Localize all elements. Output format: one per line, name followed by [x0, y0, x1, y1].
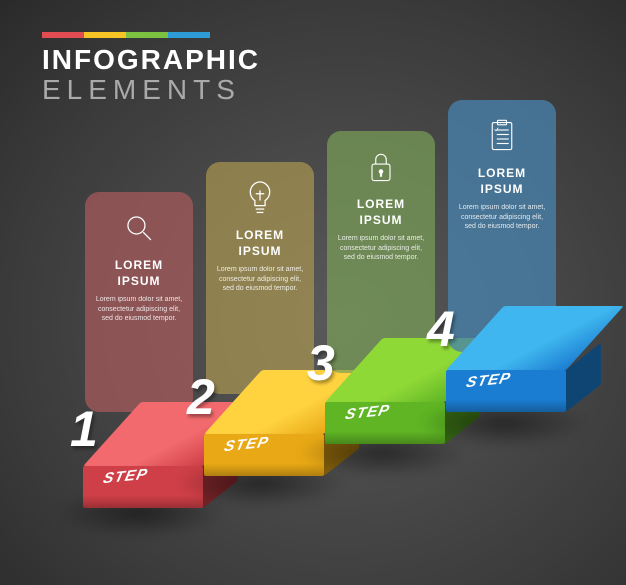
step-body: Lorem ipsum dolor sit amet, consectetur … [337, 234, 425, 262]
step-number-2: 2 [187, 368, 215, 426]
lock-icon [337, 145, 425, 189]
steps-container: LOREM IPSUM Lorem ipsum dolor sit amet, c… [0, 0, 626, 585]
step-panel-3: LOREM IPSUM Lorem ipsum dolor sit amet, c… [327, 131, 435, 373]
step-heading: LOREM IPSUM [337, 197, 425, 228]
step-number-3: 3 [307, 334, 335, 392]
checklist-icon [458, 114, 546, 158]
step-body: Lorem ipsum dolor sit amet, consectetur … [95, 295, 183, 323]
step-heading: LOREM IPSUM [95, 258, 183, 289]
step-body: Lorem ipsum dolor sit amet, consectetur … [216, 265, 304, 293]
step-number-1: 1 [70, 400, 98, 458]
step-heading: LOREM IPSUM [216, 228, 304, 259]
step-panel-1: LOREM IPSUM Lorem ipsum dolor sit amet, c… [85, 192, 193, 412]
step-panel-2: LOREM IPSUM Lorem ipsum dolor sit amet, c… [206, 162, 314, 394]
magnifier-icon [95, 206, 183, 250]
step-number-4: 4 [427, 300, 455, 358]
step-body: Lorem ipsum dolor sit amet, consectetur … [458, 203, 546, 231]
step-heading: LOREM IPSUM [458, 166, 546, 197]
lightbulb-icon [216, 176, 304, 220]
